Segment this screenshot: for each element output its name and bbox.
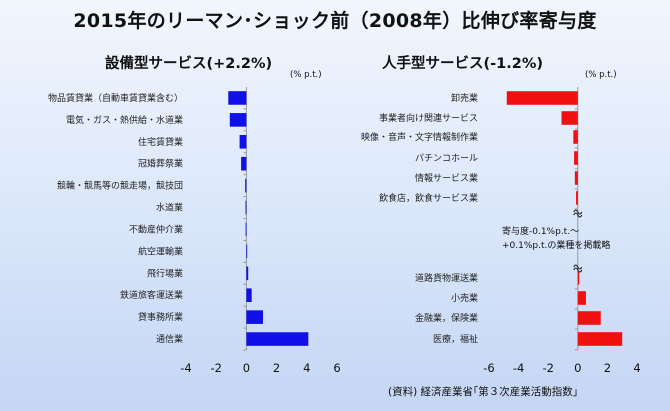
right-bar-2 (573, 130, 578, 144)
right-annotation-1: +0.1%p.t.の業種を掲載略 (502, 239, 610, 251)
right-category-label-1: 事業者向け関連サービス (379, 112, 478, 124)
right-category-label-5: 飲食店，飲食サービス業 (379, 192, 478, 204)
left-bar-7 (246, 244, 248, 259)
left-bar-1 (229, 113, 247, 127)
left-bar-6 (245, 222, 247, 237)
left-x-tick-label-5: 6 (333, 361, 340, 375)
right-bar-6 (577, 271, 580, 285)
left-x-tick-label-3: 2 (273, 361, 280, 375)
left-bar-10 (246, 310, 264, 324)
right-bar-9 (577, 332, 623, 346)
left-chart-title: 設備型サービス(+2.2%) (105, 56, 273, 72)
left-bar-4 (245, 178, 247, 193)
source-note: (資料) 経済産業省｢第３次産業活動指数｣ (388, 386, 579, 398)
right-category-label-7: 小売業 (451, 292, 478, 304)
left-bar-5 (245, 200, 247, 215)
left-category-label-8: 飛行場業 (147, 267, 183, 279)
left-x-tick-label-1: -2 (210, 361, 221, 375)
right-bar-0 (506, 91, 578, 105)
left-category-label-11: 通信業 (156, 333, 183, 345)
right-axis-break-mark-0 (573, 209, 583, 218)
right-category-label-3: パチンコホール (415, 153, 478, 164)
right-category-label-9: 医療，福祉 (433, 333, 478, 345)
right-bar-1 (561, 111, 578, 125)
left-x-tick-label-4: 4 (303, 361, 310, 375)
right-x-tick-label-5: 4 (633, 361, 640, 375)
left-bar-9 (246, 288, 252, 303)
left-category-label-7: 航空運輸業 (138, 245, 183, 257)
right-category-label-4: 情報サービス業 (415, 172, 478, 184)
right-bar-8 (577, 311, 601, 325)
right-bar-3 (574, 151, 578, 165)
right-x-tick-label-1: -4 (513, 361, 524, 375)
right-x-tick-label-3: 0 (574, 361, 581, 375)
left-category-label-0: 物品賃貸業（自動車賃貸業含む） (48, 92, 183, 104)
left-category-label-6: 不動産仲介業 (129, 223, 183, 235)
left-category-label-4: 競輪・競馬等の競走場，競技団 (57, 180, 183, 192)
left-category-label-10: 貸事務所業 (138, 311, 183, 323)
left-x-tick-label-2: 0 (243, 361, 250, 375)
left-bar-0 (228, 91, 247, 105)
right-axis-break-mark-1 (573, 264, 583, 273)
left-x-tick-label-0: -4 (180, 361, 191, 375)
left-category-label-1: 電気・ガス・熱供給・水道業 (66, 114, 183, 126)
right-bar-7 (577, 291, 586, 305)
left-bar-11 (246, 332, 309, 346)
right-bar-4 (574, 171, 578, 185)
left-bar-3 (241, 156, 247, 171)
right-category-label-0: 卸売業 (451, 92, 478, 104)
left-category-label-5: 水道業 (156, 202, 183, 214)
right-x-tick-label-4: 2 (604, 361, 611, 375)
left-category-label-2: 住宅賃貸業 (138, 136, 183, 148)
right-x-tick-label-2: -2 (542, 361, 553, 375)
left-category-label-9: 鉄道旅客運送業 (120, 289, 183, 301)
right-chart-unit: (% p.t.) (585, 70, 617, 80)
right-annotation-0: 寄与度-0.1%p.t.～ (502, 225, 579, 237)
right-category-label-2: 映像・音声・文字情報制作業 (361, 131, 478, 143)
right-chart-title: 人手型サービス(-1.2%) (382, 56, 543, 72)
right-category-label-8: 金融業，保険業 (415, 312, 478, 324)
left-chart-unit: (% p.t.) (290, 70, 322, 80)
right-category-label-6: 道路貨物運送業 (415, 272, 478, 284)
left-bar-8 (246, 266, 249, 281)
left-category-label-3: 冠婚葬祭業 (138, 158, 183, 170)
right-x-tick-label-0: -6 (483, 361, 494, 375)
right-bar-5 (576, 191, 578, 205)
left-bar-2 (239, 134, 247, 149)
page-title: 2015年のリーマン･ショック前（2008年）比伸び率寄与度 (73, 10, 597, 32)
